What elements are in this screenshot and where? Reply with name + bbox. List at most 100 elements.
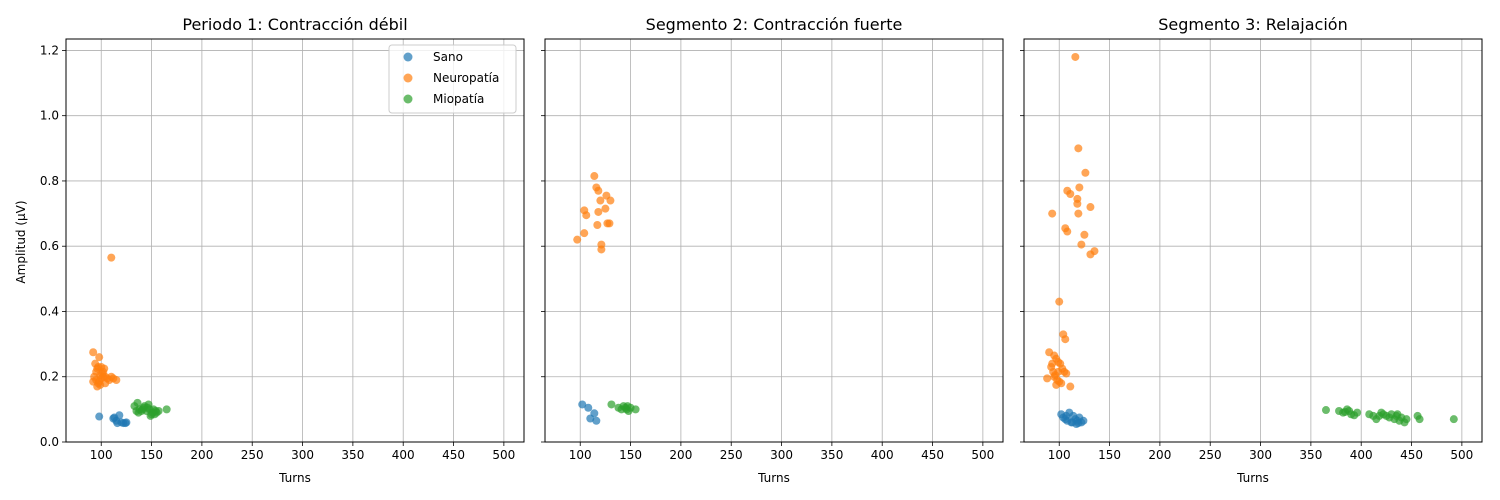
x-tick-label: 150	[619, 448, 642, 462]
x-tick-label: 200	[190, 448, 213, 462]
data-point	[1080, 230, 1089, 239]
x-tick-label: 400	[392, 448, 415, 462]
data-point	[1071, 52, 1080, 61]
data-point	[1061, 335, 1070, 344]
data-point	[597, 245, 606, 254]
data-point	[107, 253, 116, 262]
x-tick-label: 250	[241, 448, 264, 462]
data-point	[1074, 209, 1083, 218]
x-axis-label: Turns	[278, 471, 311, 485]
data-point	[631, 405, 640, 414]
data-point	[1074, 419, 1083, 428]
series-miopatía	[130, 398, 171, 420]
x-tick-label: 500	[971, 448, 994, 462]
series-sano	[1057, 408, 1088, 429]
data-point	[1055, 297, 1064, 306]
series-neuropatía	[1043, 52, 1099, 391]
data-point	[1402, 415, 1411, 424]
y-tick-label: 0.2	[40, 370, 59, 384]
series-neuropatía	[573, 172, 615, 254]
data-point	[1449, 415, 1458, 424]
panel-segmento-2: 100 150 200 250 300 350 400 450 500 Segmento 2: …	[541, 15, 1004, 485]
series-sano	[95, 411, 131, 428]
x-axis-label: Turns	[757, 471, 790, 485]
data-point	[99, 372, 108, 381]
data-point	[584, 403, 593, 412]
data-point	[594, 207, 603, 216]
panel-title: Segmento 3: Relajación	[1158, 15, 1347, 34]
x-tick-label: 100	[569, 448, 592, 462]
panel-segmento-3: 100 150 200 250 300 350 400 450 500 Segmento 3: …	[1020, 15, 1483, 485]
axes-frame	[1023, 38, 1483, 443]
x-tick-label: 400	[1350, 448, 1373, 462]
data-point	[1066, 190, 1075, 198]
y-tick-label: 0.6	[40, 239, 59, 253]
x-tick-label: 150	[1098, 448, 1121, 462]
data-point	[1048, 209, 1057, 218]
data-point	[1339, 408, 1348, 417]
data-point	[100, 364, 109, 373]
data-point	[95, 412, 104, 421]
data-point	[1062, 411, 1071, 420]
x-tick-label: 450	[1400, 448, 1423, 462]
data-point	[1081, 168, 1090, 177]
data-point	[606, 196, 615, 205]
x-tick-label: 250	[1199, 448, 1222, 462]
data-point	[1073, 199, 1082, 208]
data-point	[1048, 359, 1057, 368]
x-tick-label: 450	[921, 448, 944, 462]
y-tick-label: 1.0	[40, 109, 59, 123]
data-point	[592, 416, 601, 425]
data-point	[1050, 372, 1059, 381]
data-point	[578, 400, 587, 409]
data-point	[605, 219, 614, 228]
data-point	[162, 405, 171, 414]
x-tick-label: 200	[1148, 448, 1171, 462]
data-point	[1043, 374, 1052, 383]
x-axis-label: Turns	[1236, 471, 1269, 485]
y-axis-label: Amplitud (µV)	[14, 200, 28, 283]
x-tick-label: 150	[140, 448, 163, 462]
panel-title: Segmento 2: Contracción fuerte	[646, 15, 903, 34]
data-point	[1052, 380, 1061, 389]
data-point	[1062, 369, 1071, 378]
legend-label-miopatia: Miopatía	[433, 92, 484, 106]
panel-title: Periodo 1: Contracción débil	[182, 15, 407, 34]
legend-label-sano: Sano	[433, 50, 463, 64]
x-tick-label: 400	[871, 448, 894, 462]
series-miopatía	[1321, 405, 1458, 427]
data-point	[573, 235, 582, 244]
data-point	[1393, 410, 1402, 419]
plot-area: 100 150 200 250 300 350 400 450 500 0.0 0.2 0.4 0.6 0…	[40, 38, 525, 462]
series-miopatía	[607, 400, 640, 415]
legend-marker-sano	[403, 52, 413, 62]
data-point	[95, 353, 104, 362]
y-tick-label: 0.8	[40, 174, 59, 188]
series-sano	[578, 400, 601, 425]
data-point	[1074, 144, 1083, 153]
data-point	[622, 405, 631, 414]
data-point	[110, 413, 119, 422]
legend-marker-miopatia	[403, 94, 413, 104]
x-tick-label: 350	[341, 448, 364, 462]
data-point	[1066, 382, 1075, 391]
x-tick-label: 300	[1249, 448, 1272, 462]
data-point	[146, 411, 155, 420]
data-point	[601, 204, 610, 213]
data-point	[1086, 250, 1095, 259]
x-tick-label: 300	[770, 448, 793, 462]
data-point	[1415, 415, 1424, 424]
x-tick-label: 500	[492, 448, 515, 462]
axes-frame	[544, 38, 1004, 443]
legend: Sano Neuropatía Miopatía	[388, 44, 517, 114]
y-tick-label: 0.4	[40, 304, 59, 318]
x-tick-label: 350	[820, 448, 843, 462]
data-point	[593, 221, 602, 229]
plot-area: 100 150 200 250 300 350 400 450 500	[541, 38, 1004, 462]
data-point	[1086, 203, 1095, 212]
x-tick-label: 100	[1048, 448, 1071, 462]
legend-box	[388, 44, 517, 114]
data-point	[89, 348, 98, 357]
data-point	[94, 362, 103, 371]
